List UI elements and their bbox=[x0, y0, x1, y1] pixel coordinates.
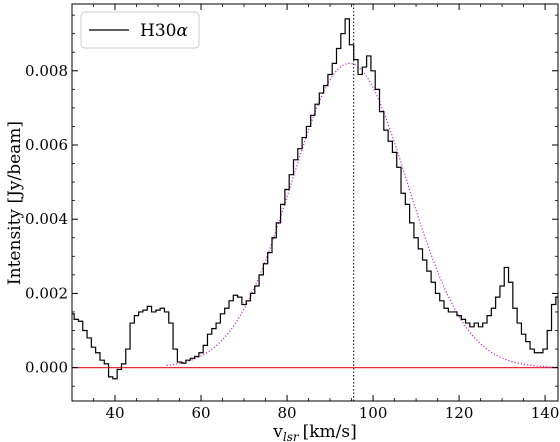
series-layer bbox=[72, 4, 558, 401]
x-tick-label: 120 bbox=[445, 404, 474, 422]
x-tick-label: 140 bbox=[531, 404, 560, 422]
y-tick-label: 0.006 bbox=[25, 136, 68, 154]
ticks-layer: 40 60 80 100 120 140 0.000 0.002 0.004 0.006 0.008 bbox=[25, 4, 559, 422]
y-tick-label: 0.008 bbox=[25, 62, 68, 80]
x-tick-label: 80 bbox=[277, 404, 296, 422]
y-tick-label: 0.000 bbox=[25, 359, 68, 377]
y-axis-label: Intensity [Jy/beam] bbox=[5, 121, 25, 285]
legend-label: H30α bbox=[140, 21, 188, 41]
y-tick-label: 0.004 bbox=[25, 210, 68, 228]
legend: H30α bbox=[80, 11, 200, 49]
x-axis-label: vlsr [km/s] bbox=[272, 422, 356, 442]
x-tick-label: 100 bbox=[359, 404, 388, 422]
x-tick-label: 40 bbox=[105, 404, 124, 422]
x-tick-label: 60 bbox=[191, 404, 210, 422]
series-h30alpha-spectrum bbox=[72, 18, 558, 380]
series-group bbox=[72, 4, 558, 401]
plot-frame bbox=[71, 3, 559, 402]
y-tick-label: 0.002 bbox=[25, 284, 68, 302]
series-gaussian-fit bbox=[166, 62, 558, 368]
legend-box bbox=[80, 11, 200, 49]
